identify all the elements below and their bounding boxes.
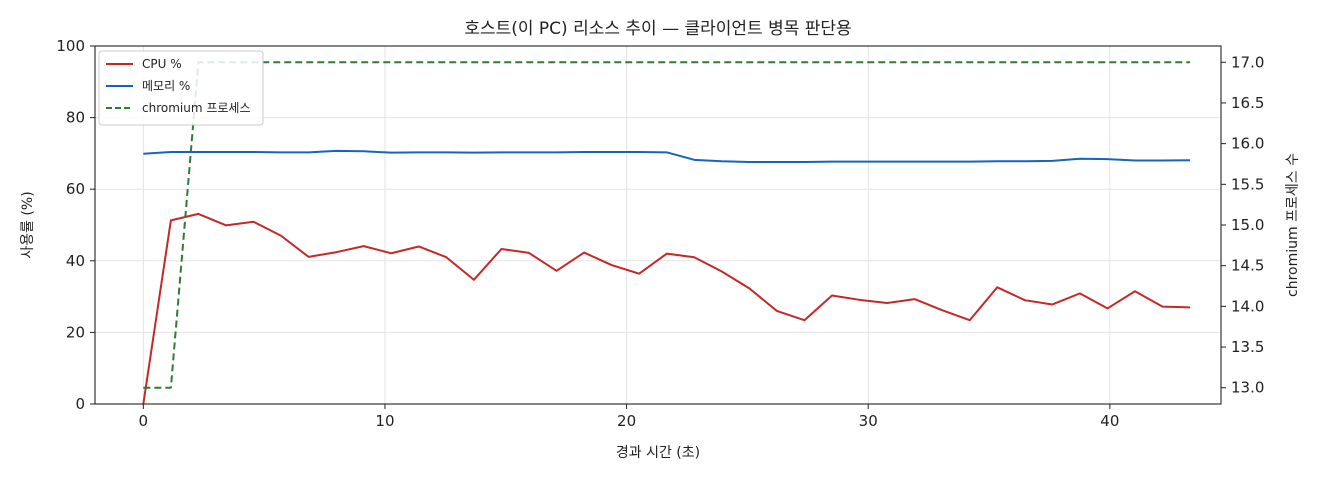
y-tick-label: 0 (75, 395, 85, 413)
y2-tick-label: 13.0 (1231, 379, 1264, 397)
y2-tick-label: 15.0 (1231, 216, 1264, 234)
legend-label-1: 메모리 % (142, 79, 190, 93)
y2-tick-label: 17.0 (1231, 53, 1264, 71)
x-tick-label: 0 (139, 412, 149, 430)
series-line-0 (142, 212, 1191, 405)
y2-axis-label: chromium 프로세스 수 (1285, 153, 1301, 297)
y-axis-label: 사용률 (%) (20, 191, 36, 258)
legend-label-2: chromium 프로세스 (142, 101, 251, 115)
axes: 0 10 20 30 40 0 20 40 60 80 100 13.0 13.5 14.0 14.5 15.… (56, 37, 1264, 430)
chart-title: 호스트(이 PC) 리소스 추이 — 클라이언트 병목 판단용 (464, 19, 851, 39)
legend: CPU % 메모리 % chromium 프로세스 (98, 50, 264, 126)
y2-tick-label: 13.5 (1231, 338, 1264, 356)
legend-box (98, 50, 264, 126)
series-line-1 (143, 149, 1191, 163)
series-lines (142, 61, 1191, 405)
x-tick-label: 40 (1100, 412, 1119, 430)
y2-tick-label: 14.5 (1231, 257, 1264, 275)
plot-frame (94, 45, 1222, 405)
x-tick-label: 10 (375, 412, 394, 430)
y2-tick-label: 16.5 (1231, 94, 1264, 112)
x-axis-label: 경과 시간 (초) (616, 445, 700, 461)
y-tick-label: 40 (66, 252, 85, 270)
grid-lines (95, 45, 1221, 405)
y2-tick-label: 14.0 (1231, 297, 1264, 315)
x-tick-label: 30 (859, 412, 878, 430)
y-tick-label: 100 (56, 37, 85, 55)
legend-label-0: CPU % (142, 57, 182, 71)
y-tick-label: 20 (66, 323, 85, 341)
y2-tick-label: 16.0 (1231, 135, 1264, 153)
series-line-2 (143, 61, 1191, 389)
y2-tick-label: 15.5 (1231, 175, 1264, 193)
y-tick-label: 60 (66, 180, 85, 198)
x-tick-label: 20 (617, 412, 636, 430)
y-tick-label: 80 (66, 109, 85, 127)
